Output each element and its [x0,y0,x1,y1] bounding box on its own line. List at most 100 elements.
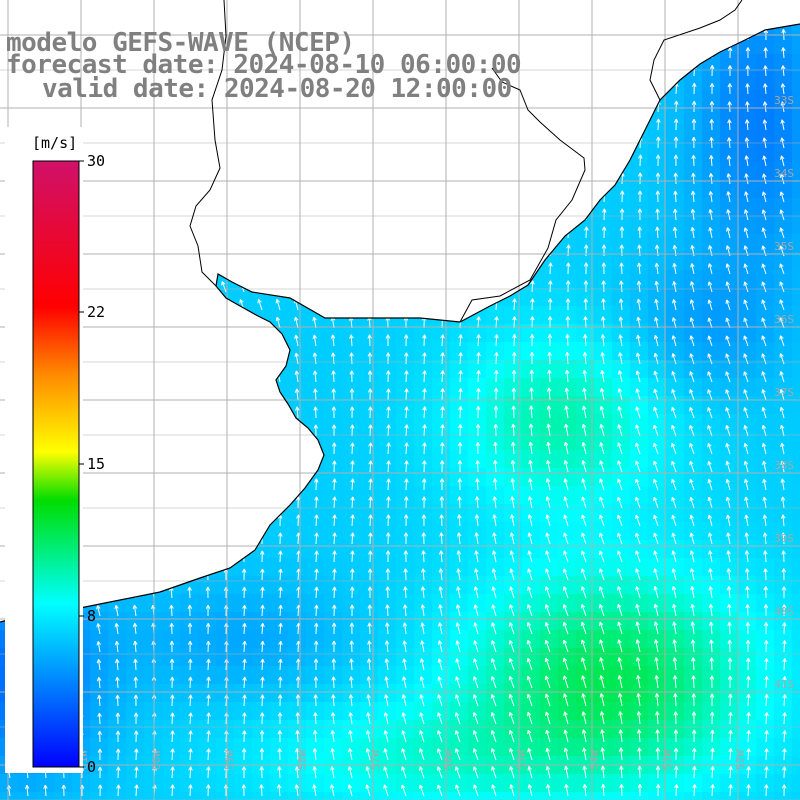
wind-arrow [113,550,119,563]
field-cell [360,234,379,253]
wind-arrow [638,154,643,167]
field-cell [414,198,433,217]
wind-arrow [763,83,768,95]
field-cell [36,774,55,793]
field-cell [720,792,739,800]
field-cell [648,270,667,289]
wind-arrow [692,46,697,59]
wind-arrow [709,155,714,167]
field-cell [666,378,685,397]
field-cell [180,144,199,163]
field-cell [108,396,127,415]
field-cell [666,612,685,631]
field-cell [270,504,289,523]
field-cell [162,144,181,163]
wind-arrow [727,83,733,95]
field-cell [180,612,199,631]
field-cell [342,612,361,631]
field-cell [288,414,307,433]
field-cell [756,576,775,595]
wind-arrow [115,172,120,185]
field-cell [702,144,721,163]
field-cell [666,126,685,145]
field-cell [612,270,631,289]
field-cell [612,0,631,19]
wind-arrow [113,443,119,455]
field-cell [738,252,757,271]
wind-arrow [96,226,102,239]
field-cell [630,252,649,271]
field-cell [738,414,757,433]
wind-arrow [239,136,245,149]
field-cell [414,612,433,631]
field-cell [270,450,289,469]
wind-arrow [493,118,498,131]
field-cell [162,360,181,379]
field-cell [666,576,685,595]
field-cell [720,306,739,325]
field-cell [324,180,343,199]
field-cell [666,558,685,577]
wind-arrow [132,190,138,203]
field-cell [558,270,577,289]
field-cell [558,522,577,541]
field-cell [756,594,775,613]
field-cell [414,180,433,199]
field-cell [468,522,487,541]
field-cell [360,594,379,613]
field-cell [126,450,145,469]
wind-arrow [456,136,462,149]
field-cell [432,24,451,37]
field-cell [774,90,793,109]
field-cell [0,774,19,793]
field-cell [738,540,757,559]
field-cell [594,306,613,325]
field-cell [774,612,793,631]
wind-arrow [295,442,300,455]
field-cell [234,216,253,235]
field-cell [324,126,343,145]
wind-arrow [384,262,390,275]
field-cell [630,288,649,307]
field-cell [0,90,19,109]
field-cell [684,306,703,325]
field-cell [396,144,415,163]
wind-arrow [691,136,697,149]
field-cell [216,342,235,361]
field-cell [378,432,397,451]
field-cell [396,360,415,379]
field-cell [270,684,289,703]
field-cell [270,576,289,595]
field-cell [558,126,577,145]
field-cell [108,576,127,595]
field-cell [738,342,757,361]
field-cell [522,738,541,757]
longitude-label: 60W [150,750,163,770]
field-cell [108,792,127,800]
wind-arrow [744,173,749,185]
field-cell [108,738,127,757]
field-cell [702,630,721,649]
wind-arrow [167,496,173,509]
field-cell [576,702,595,721]
wind-arrow [187,568,192,581]
field-cell [252,612,271,631]
field-cell [324,216,343,235]
field-cell [792,0,800,19]
wind-arrow [149,353,155,365]
field-cell [702,738,721,757]
field-cell [378,342,397,361]
field-cell [756,666,775,685]
field-cell [414,540,433,559]
field-cell [486,522,505,541]
field-cell [792,792,800,800]
field-cell [522,576,541,595]
field-cell [396,666,415,685]
field-cell [288,252,307,271]
field-cell [180,792,199,800]
field-cell [180,126,199,145]
wind-arrow [239,263,245,275]
field-cell [576,360,595,379]
field-cell [216,108,235,127]
wind-arrow [293,173,299,185]
